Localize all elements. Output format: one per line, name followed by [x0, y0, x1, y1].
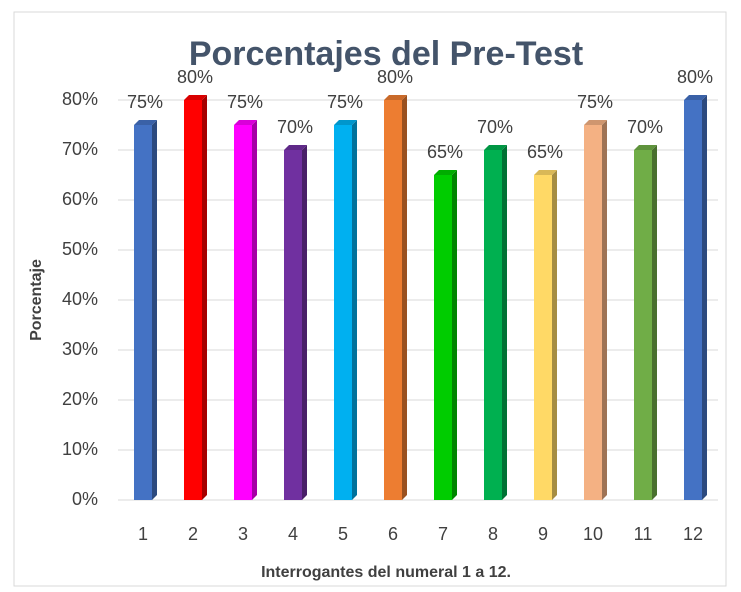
bar: [534, 170, 557, 500]
bar: [684, 95, 707, 500]
bar: [484, 145, 507, 500]
bar: [234, 120, 257, 500]
value-label: 65%: [427, 142, 463, 162]
x-axis-label: Interrogantes del numeral 1 a 12.: [261, 564, 511, 581]
bar: [334, 120, 357, 500]
bar: [384, 95, 407, 500]
value-label: 75%: [327, 92, 363, 112]
bar-side: [502, 145, 507, 500]
bar-front: [684, 100, 702, 500]
value-label: 70%: [477, 117, 513, 137]
bar-side: [702, 95, 707, 500]
bar-top: [134, 120, 157, 125]
bar-top: [384, 95, 407, 100]
bar-side: [552, 170, 557, 500]
bar-top: [234, 120, 257, 125]
bar-front: [534, 175, 552, 500]
y-tick-label: 50%: [62, 239, 98, 259]
value-label: 75%: [127, 92, 163, 112]
value-label: 75%: [227, 92, 263, 112]
bar-top: [684, 95, 707, 100]
y-tick-label: 70%: [62, 139, 98, 159]
y-tick-label: 20%: [62, 389, 98, 409]
bar-front: [234, 125, 252, 500]
value-label: 70%: [277, 117, 313, 137]
bar-front: [184, 100, 202, 500]
x-tick-label: 6: [388, 524, 398, 544]
bar-top: [584, 120, 607, 125]
bar-side: [452, 170, 457, 500]
value-label: 70%: [627, 117, 663, 137]
bar-top: [434, 170, 457, 175]
bar-top: [334, 120, 357, 125]
chart-title: Porcentajes del Pre-Test: [189, 35, 583, 73]
value-label: 65%: [527, 142, 563, 162]
x-tick-label: 12: [683, 524, 703, 544]
bar-side: [302, 145, 307, 500]
bar-side: [652, 145, 657, 500]
y-axis-label: Porcentaje: [28, 259, 45, 341]
bar: [634, 145, 657, 500]
bar-front: [284, 150, 302, 500]
bar-side: [602, 120, 607, 500]
y-tick-label: 0%: [72, 489, 98, 509]
bar-front: [634, 150, 652, 500]
bar-side: [252, 120, 257, 500]
bar-front: [584, 125, 602, 500]
bar-side: [152, 120, 157, 500]
bar-side: [202, 95, 207, 500]
bar: [284, 145, 307, 500]
bar-side: [352, 120, 357, 500]
chart-border: [13, 11, 727, 587]
x-tick-label: 8: [488, 524, 498, 544]
bar: [434, 170, 457, 500]
value-label: 80%: [377, 67, 413, 87]
y-tick-label: 30%: [62, 339, 98, 359]
bar-top: [634, 145, 657, 150]
bar: [584, 120, 607, 500]
bar-top: [184, 95, 207, 100]
x-tick-label: 7: [438, 524, 448, 544]
bar: [184, 95, 207, 500]
value-label: 80%: [177, 67, 213, 87]
y-tick-label: 60%: [62, 189, 98, 209]
x-tick-label: 9: [538, 524, 548, 544]
bar-front: [484, 150, 502, 500]
bar-front: [334, 125, 352, 500]
value-label: 75%: [577, 92, 613, 112]
bar-top: [534, 170, 557, 175]
x-tick-label: 3: [238, 524, 248, 544]
x-tick-label: 5: [338, 524, 348, 544]
bar-front: [384, 100, 402, 500]
y-tick-label: 80%: [62, 89, 98, 109]
bar-top: [484, 145, 507, 150]
x-tick-label: 10: [583, 524, 603, 544]
x-tick-label: 2: [188, 524, 198, 544]
value-label: 80%: [677, 67, 713, 87]
bar-side: [402, 95, 407, 500]
bar-top: [284, 145, 307, 150]
y-tick-label: 40%: [62, 289, 98, 309]
y-tick-label: 10%: [62, 439, 98, 459]
bar-front: [434, 175, 452, 500]
x-tick-label: 4: [288, 524, 298, 544]
x-tick-label: 1: [138, 524, 148, 544]
bar-front: [134, 125, 152, 500]
x-tick-label: 11: [634, 524, 653, 544]
bar: [134, 120, 157, 500]
